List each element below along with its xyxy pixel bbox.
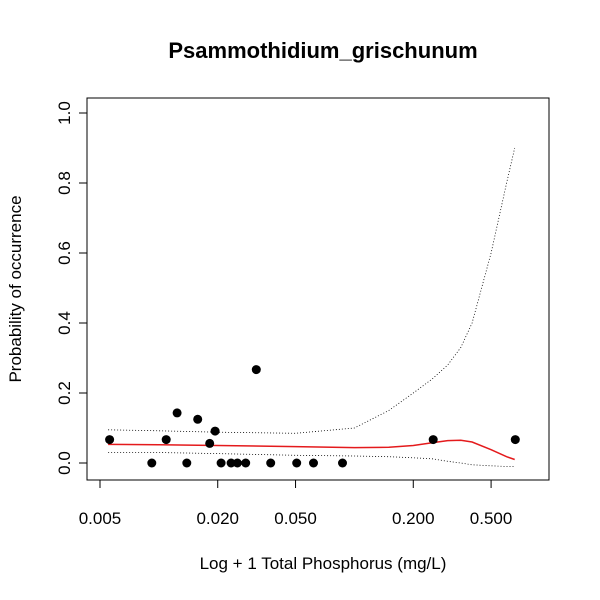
- data-point: [510, 435, 520, 445]
- y-axis: 0.0 0.2 0.4 0.6 0.8 1.0: [55, 101, 88, 475]
- y-tick-label: 0.0: [55, 451, 74, 475]
- data-points: [105, 365, 520, 468]
- x-tick-label: 0.500: [470, 509, 513, 528]
- y-tick-label: 0.8: [55, 171, 74, 195]
- data-point: [241, 458, 251, 468]
- data-point: [338, 458, 347, 468]
- x-axis: 0.005 0.020 0.050 0.200 0.500: [79, 479, 513, 528]
- data-point: [172, 408, 182, 418]
- y-tick-label: 0.4: [55, 311, 74, 335]
- data-point: [105, 435, 115, 445]
- data-point: [309, 458, 318, 468]
- confidence-bands: [108, 147, 516, 467]
- data-point: [193, 414, 203, 424]
- x-tick-label: 0.020: [196, 509, 239, 528]
- y-tick-label: 0.6: [55, 241, 74, 265]
- fitted-curve: [108, 439, 515, 461]
- confidence-band-upper: [108, 147, 516, 434]
- data-point: [210, 426, 220, 436]
- y-axis-label: Probability of occurrence: [6, 195, 25, 382]
- x-tick-label: 0.005: [79, 509, 122, 528]
- y-tick-label: 0.2: [55, 381, 74, 405]
- data-point: [216, 458, 226, 468]
- x-axis-label: Log + 1 Total Phosphorus (mg/L): [200, 554, 447, 573]
- data-point: [205, 438, 215, 448]
- data-point: [251, 365, 261, 375]
- data-point: [292, 458, 302, 468]
- data-point: [266, 458, 276, 468]
- x-tick-label: 0.200: [392, 509, 435, 528]
- plot-area-frame: [86, 97, 550, 481]
- y-tick-label: 1.0: [55, 101, 74, 125]
- data-point: [161, 435, 171, 445]
- fitted-curve-layer: [108, 439, 515, 461]
- data-point: [182, 458, 192, 468]
- x-tick-label: 0.050: [274, 509, 317, 528]
- chart-title: Psammothidium_grischunum: [168, 38, 477, 63]
- data-point: [232, 458, 242, 468]
- data-point: [428, 435, 438, 445]
- data-point: [226, 458, 236, 468]
- data-point: [147, 458, 157, 468]
